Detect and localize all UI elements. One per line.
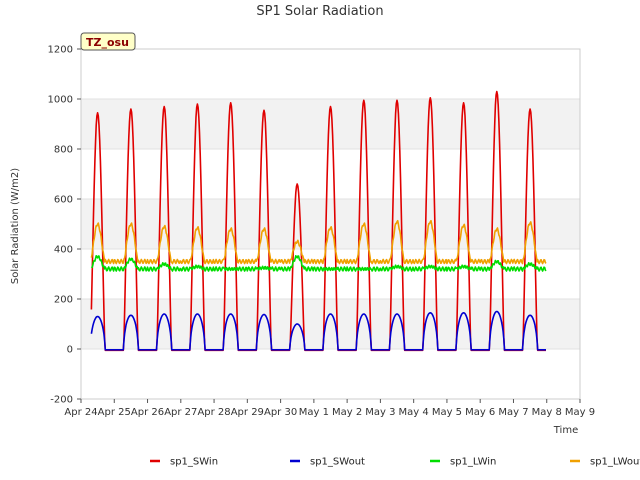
y-tick-label: 200 [54,295,73,306]
legend: sp1_SWin sp1_SWout sp1_LWin sp1_LWout [150,457,640,468]
grid-bands [81,49,580,399]
x-tick-label: Apr 27 [164,407,197,418]
x-axis-ticks: Apr 24 Apr 25 Apr 26 Apr 27 Apr 28 Apr 29 Apr … [64,399,595,418]
chart-title: SP1 Solar Radiation [256,4,383,19]
series-line-sp1_LWin [90,255,547,272]
y-tick-label: 600 [54,195,73,206]
legend-label-sp1_LWin: sp1_LWin [450,457,496,468]
site-annotation-label: TZ_osu [86,36,129,49]
plot-area [80,48,581,400]
x-tick-label: May 9 [565,407,595,418]
y-tick-label: 400 [54,245,73,256]
y-axis-label: Solar Radiation (W/m2) [10,168,21,284]
x-tick-label: May 7 [498,407,528,418]
x-tick-label: May 5 [432,407,462,418]
grid-band [81,199,580,249]
x-tick-label: Apr 28 [197,407,230,418]
x-tick-label: May 2 [332,407,362,418]
x-tick-label: May 4 [399,407,429,418]
x-tick-label: Apr 25 [98,407,131,418]
y-tick-label: 1000 [48,95,73,106]
x-tick-label: Apr 24 [64,407,97,418]
x-tick-label: Apr 29 [231,407,264,418]
series-line-sp1_LWout [90,219,547,265]
legend-label-sp1_SWout: sp1_SWout [310,457,365,468]
y-axis-ticks: -200 0 200 400 600 800 1000 1200 [48,45,81,406]
x-tick-label: Apr 26 [131,407,164,418]
x-axis-label: Time [553,425,578,436]
x-tick-label: May 8 [532,407,562,418]
y-tick-label: -200 [50,395,73,406]
grid-band [81,249,580,299]
x-tick-label: May 3 [365,407,395,418]
legend-label-sp1_SWin: sp1_SWin [170,457,218,468]
series-layer [90,90,547,352]
y-tick-label: 1200 [48,45,73,56]
site-annotation: TZ_osu [80,32,136,51]
x-tick-label: Apr 30 [264,407,297,418]
grid-band [81,49,580,99]
series-line-sp1_SWout [90,310,547,351]
y-tick-label: 0 [67,345,73,356]
legend-label-sp1_LWout: sp1_LWout [590,457,640,468]
grid-band [81,349,580,399]
x-tick-label: May 1 [299,407,329,418]
x-tick-label: May 6 [465,407,495,418]
grid-band [81,149,580,199]
grid-band [81,299,580,349]
y-tick-label: 800 [54,145,73,156]
